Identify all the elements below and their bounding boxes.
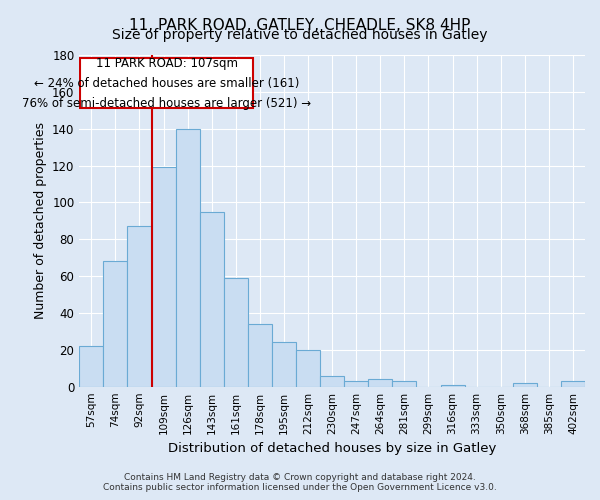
Bar xyxy=(127,226,152,386)
Text: Contains HM Land Registry data © Crown copyright and database right 2024.
Contai: Contains HM Land Registry data © Crown c… xyxy=(103,473,497,492)
Text: 11, PARK ROAD, GATLEY, CHEADLE, SK8 4HP: 11, PARK ROAD, GATLEY, CHEADLE, SK8 4HP xyxy=(130,18,470,32)
Bar xyxy=(200,212,224,386)
Bar xyxy=(344,381,368,386)
Bar xyxy=(296,350,320,387)
Bar xyxy=(224,278,248,386)
Bar xyxy=(368,380,392,386)
Bar xyxy=(440,385,464,386)
Bar xyxy=(513,383,537,386)
Bar xyxy=(152,168,176,386)
Bar xyxy=(248,324,272,386)
X-axis label: Distribution of detached houses by size in Gatley: Distribution of detached houses by size … xyxy=(168,442,496,455)
FancyBboxPatch shape xyxy=(80,58,253,108)
Text: 11 PARK ROAD: 107sqm
← 24% of detached houses are smaller (161)
76% of semi-deta: 11 PARK ROAD: 107sqm ← 24% of detached h… xyxy=(22,56,311,110)
Bar xyxy=(79,346,103,387)
Text: Size of property relative to detached houses in Gatley: Size of property relative to detached ho… xyxy=(112,28,488,42)
Bar xyxy=(272,342,296,386)
Bar xyxy=(176,128,200,386)
Bar xyxy=(320,376,344,386)
Bar xyxy=(561,381,585,386)
Y-axis label: Number of detached properties: Number of detached properties xyxy=(34,122,47,320)
Bar xyxy=(103,262,127,386)
Bar xyxy=(392,381,416,386)
